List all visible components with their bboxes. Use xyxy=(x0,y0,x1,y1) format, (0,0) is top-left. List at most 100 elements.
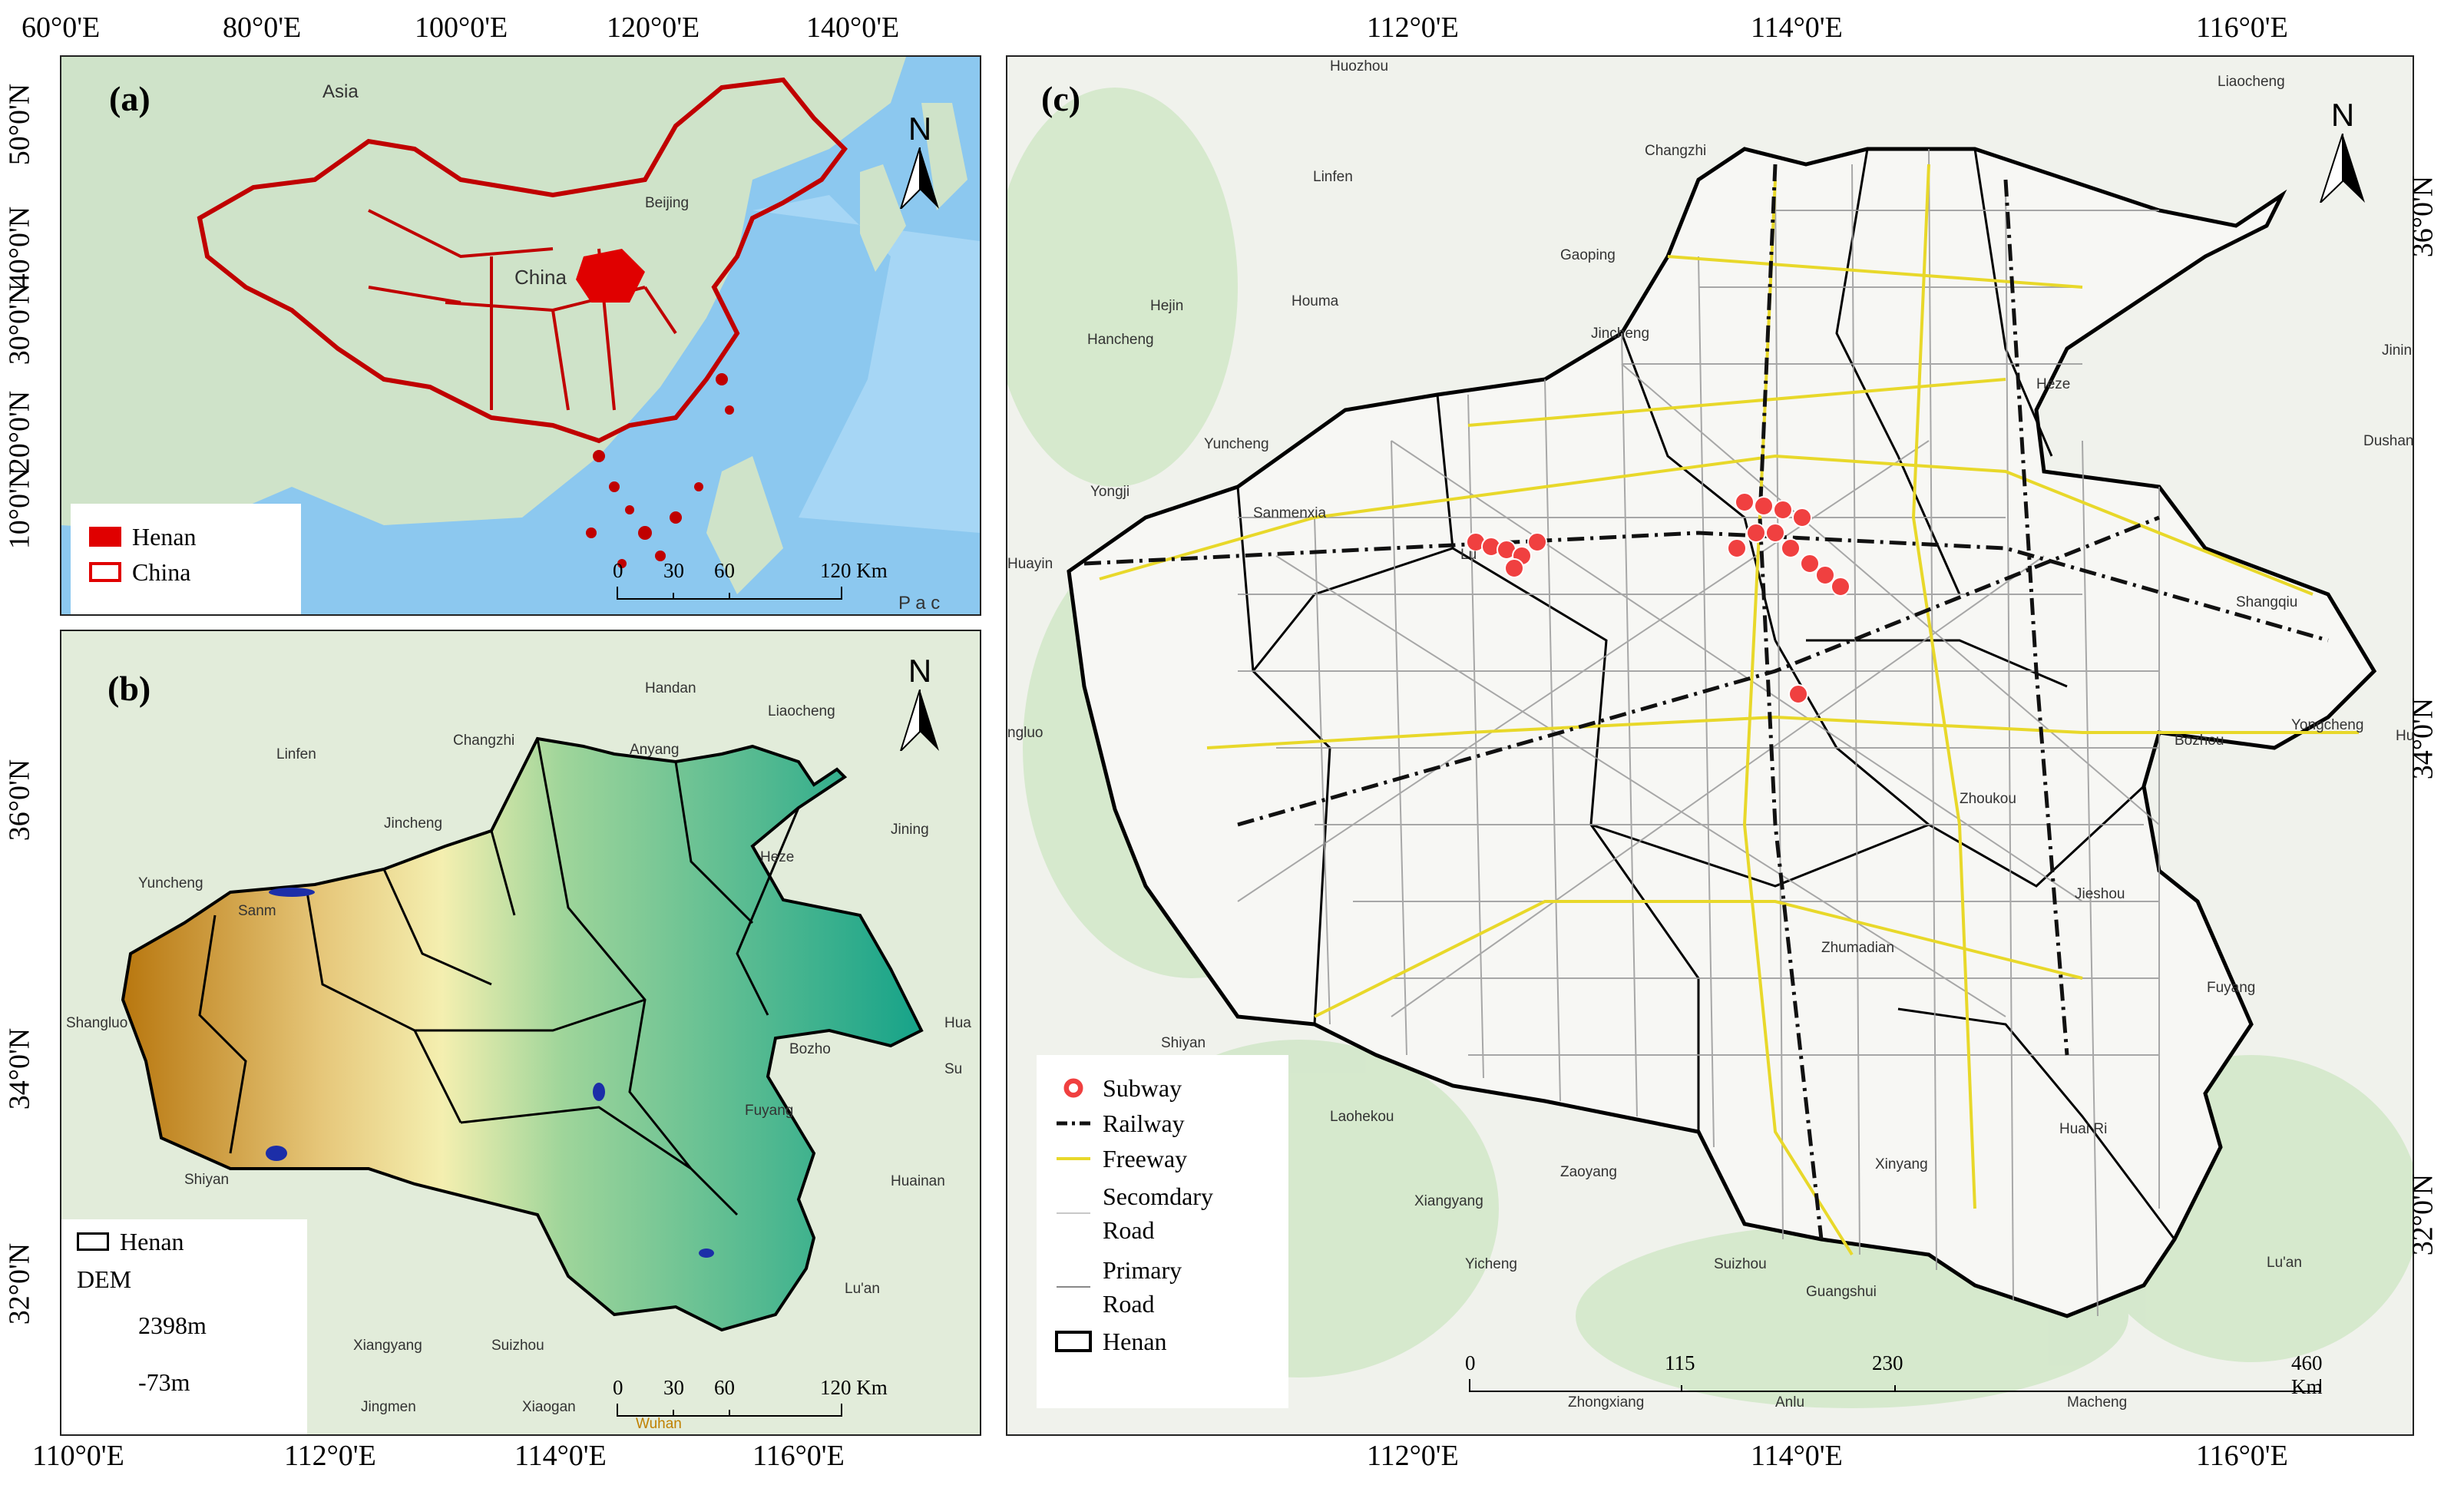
scale-tick-label: 60 xyxy=(714,1376,735,1399)
place-label: Jincheng xyxy=(384,815,443,832)
north-arrow: N xyxy=(897,111,943,213)
scale-tick-label: 460 Km xyxy=(2291,1351,2323,1398)
legend-item-primary-road: Primary Road xyxy=(1055,1250,1270,1324)
place-label: Huainan xyxy=(891,1173,945,1189)
place-label: Hejin xyxy=(1150,298,1184,314)
place-label: Xiangyang xyxy=(353,1338,422,1354)
scale-tick-label: 0 xyxy=(1465,1351,1476,1374)
tick-label: 40°0'N xyxy=(3,206,36,289)
north-label: N xyxy=(908,111,932,147)
scale-tick-label: 30 xyxy=(663,1376,684,1399)
place-label: Sanm xyxy=(238,903,276,919)
place-label: Asia xyxy=(322,81,359,102)
place-label: Changzhi xyxy=(1645,143,1707,159)
place-label: Beijing xyxy=(645,195,690,211)
place-label: Huayin xyxy=(1007,556,1053,572)
place-label: Huai Ri xyxy=(2059,1121,2108,1137)
legend-swatch-china xyxy=(89,562,121,582)
panel-a-label: (a) xyxy=(109,79,150,118)
tick-label: 20°0'N xyxy=(3,390,36,473)
north-arrow: N xyxy=(2316,97,2370,207)
transport-basemap xyxy=(1007,57,2413,1434)
tick-label: 112°0'E xyxy=(1367,12,1459,44)
place-label: Guangshui xyxy=(1806,1284,1877,1300)
legend-label: Primary Road xyxy=(1103,1256,1182,1318)
place-label: Houma xyxy=(1292,293,1339,309)
place-label: Xinyang xyxy=(1875,1156,1928,1172)
place-label: Zaoyang xyxy=(1560,1164,1617,1180)
north-label: N xyxy=(2330,97,2355,133)
railway-icon xyxy=(1057,1121,1090,1126)
tick-label: 60°0'E xyxy=(21,12,101,44)
place-label: Bozhou xyxy=(2175,733,2224,749)
north-arrow: N xyxy=(897,653,943,755)
legend-label: Subway xyxy=(1103,1073,1182,1102)
scale-tick-label: 0 xyxy=(613,1376,623,1399)
legend-item-henan: Henan xyxy=(89,519,283,554)
place-label: Zhongxiang xyxy=(1568,1394,1645,1411)
place-label: Heze xyxy=(2036,376,2071,392)
place-label: Fuyang xyxy=(745,1103,794,1119)
tick-label: 100°0'E xyxy=(415,12,508,44)
tick-label: 114°0'E xyxy=(514,1440,607,1472)
legend-item-henan: Henan xyxy=(77,1224,292,1259)
place-label: Shangluo xyxy=(66,1015,128,1031)
place-label: Dushan xyxy=(2363,433,2414,449)
tick-label: 32°0'N xyxy=(3,1242,36,1325)
place-label: Hua xyxy=(2396,728,2414,744)
scale-tick-label: 120 Km xyxy=(820,1376,888,1399)
place-label: Liaocheng xyxy=(768,703,835,719)
panel-b-label: (b) xyxy=(107,669,151,708)
place-label: Shiyan xyxy=(1161,1035,1206,1051)
legend-swatch-henan xyxy=(1055,1331,1092,1352)
place-label: Huozhou xyxy=(1330,58,1389,74)
tick-label: 30°0'N xyxy=(3,283,36,365)
scale-tick-label: 0 xyxy=(613,559,623,582)
place-label: Shangqiu xyxy=(2236,594,2298,610)
panel-a-scalebar: 0 30 60 120 Km xyxy=(613,559,920,605)
place-label: Handan xyxy=(645,680,696,696)
place-label: Anlu xyxy=(1775,1394,1805,1411)
tick-label: 80°0'E xyxy=(223,12,302,44)
place-label: Lu'an xyxy=(845,1281,880,1297)
scale-tick-label: 30 xyxy=(663,559,684,582)
legend-label: Henan xyxy=(132,522,197,551)
place-label: Fuyang xyxy=(2207,980,2256,996)
panel-b-scalebar: 0 30 60 120 Km xyxy=(613,1376,920,1422)
place-label: Wuhan xyxy=(636,1416,682,1432)
legend-label: Railway xyxy=(1103,1109,1185,1137)
place-label: Jining xyxy=(2382,342,2413,359)
place-label: Changzhi xyxy=(453,733,515,749)
tick-label: 34°0'N xyxy=(3,1027,36,1110)
legend-item-railway: Railway xyxy=(1055,1106,1270,1141)
place-label: Jincheng xyxy=(1591,326,1650,342)
henan-dem xyxy=(121,736,924,1332)
place-label: Xiaogan xyxy=(522,1399,576,1415)
panel-a-china-map: (a) Asia Beijing China P a c N Henan Chi… xyxy=(60,55,981,616)
place-label: ngluo xyxy=(1007,725,1043,741)
legend-label: Henan xyxy=(120,1227,184,1255)
subway-stations xyxy=(1466,492,1850,704)
place-label: Jieshou xyxy=(2075,886,2125,902)
dem-min-label: -73m xyxy=(138,1368,190,1396)
secondary-road-icon xyxy=(1057,1212,1090,1214)
north-arrow-icon xyxy=(900,147,939,210)
tick-label: 116°0'E xyxy=(2196,12,2288,44)
legend-label: Henan xyxy=(1103,1327,1167,1355)
tick-label: 114°0'E xyxy=(1751,1440,1843,1472)
legend-swatch-henan xyxy=(89,527,121,547)
panel-c-label: (c) xyxy=(1041,79,1081,118)
place-label: Zhumadian xyxy=(1821,940,1895,956)
henan-highlight xyxy=(576,249,645,303)
subway-icon xyxy=(1063,1078,1083,1098)
place-label: Gaoping xyxy=(1560,247,1616,263)
legend-label: Freeway xyxy=(1103,1144,1188,1172)
north-arrow-icon xyxy=(2320,133,2365,203)
tick-label: 36°0'N xyxy=(2406,175,2439,258)
place-label: Yicheng xyxy=(1465,1256,1517,1272)
tick-label: 114°0'E xyxy=(1751,12,1843,44)
place-label: Xiangyang xyxy=(1414,1193,1483,1209)
tick-label: 32°0'N xyxy=(2406,1173,2439,1256)
scale-tick-label: 230 xyxy=(1872,1351,1903,1374)
place-label: Linfen xyxy=(1313,169,1353,185)
